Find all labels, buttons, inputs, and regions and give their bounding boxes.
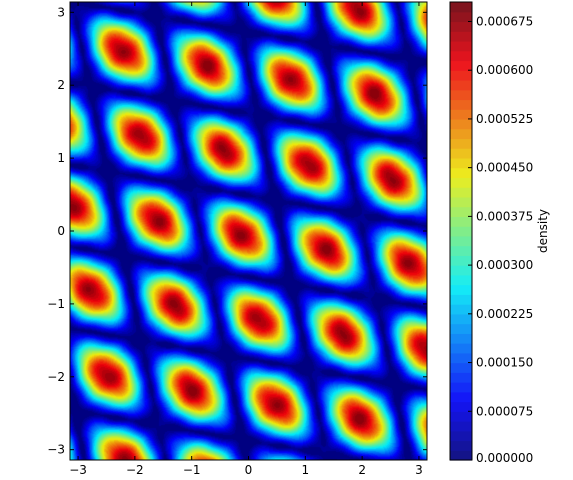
colorbar-band: [450, 138, 472, 149]
colorbar: 0.000000 0.000075 0.000150 0.000225 0.000300…: [449, 1, 550, 465]
y-tick-label: 3: [57, 5, 65, 19]
y-axis: −3 −2 −1 0 1 2 3: [47, 5, 427, 457]
colorbar-band: [450, 304, 472, 315]
colorbar-band: [450, 99, 472, 110]
heatmap-plot-area: −3 −2 −1 0 1 2 3 −3 −2 −1 0 1 2 3: [47, 1, 428, 477]
colorbar-band: [450, 70, 472, 81]
colorbar-band: [450, 411, 472, 422]
x-tick-label: 1: [301, 463, 309, 477]
colorbar-band: [450, 50, 472, 62]
colorbar-band: [450, 206, 472, 217]
colorbar-band: [450, 343, 472, 354]
colorbar-band: [450, 79, 472, 91]
colorbar-tick-label: 0.000450: [476, 161, 533, 175]
colorbar-band: [450, 177, 472, 188]
colorbar-band: [450, 313, 472, 325]
colorbar-band: [450, 187, 472, 198]
colorbar-label: density: [536, 209, 550, 253]
colorbar-tick-label: 0.000375: [476, 209, 533, 223]
colorbar-band: [450, 21, 472, 32]
colorbar-band: [450, 265, 472, 276]
colorbar-band: [450, 196, 472, 208]
colorbar-tick-label: 0.000600: [476, 63, 533, 77]
y-tick-label: 1: [57, 151, 65, 165]
y-tick-label: −2: [47, 370, 65, 384]
x-tick-label: −2: [126, 463, 144, 477]
colorbar-band: [450, 450, 472, 461]
colorbar-band: [450, 255, 472, 266]
colorbar-band: [450, 430, 472, 442]
colorbar-band: [450, 128, 472, 140]
colorbar-band: [450, 11, 472, 23]
x-tick-label: 3: [415, 463, 423, 477]
x-tick-label: −3: [69, 463, 87, 477]
colorbar-band: [450, 148, 472, 159]
colorbar-band: [450, 167, 472, 179]
colorbar-band: [450, 245, 472, 256]
colorbar-band: [450, 31, 472, 42]
colorbar-ticks: 0.000000 0.000075 0.000150 0.000225 0.000300…: [468, 14, 533, 465]
colorbar-tick-label: 0.000075: [476, 404, 533, 418]
y-tick-label: 0: [57, 224, 65, 238]
colorbar-band: [450, 157, 472, 169]
colorbar-tick-label: 0.000225: [476, 307, 533, 321]
colorbar-tick-label: 0.000150: [476, 356, 533, 370]
colorbar-band: [450, 352, 472, 364]
colorbar-band: [450, 40, 472, 52]
colorbar-band: [450, 391, 472, 403]
colorbar-band: [450, 118, 472, 130]
colorbar-band: [450, 323, 472, 334]
x-tick-label: 0: [245, 463, 253, 477]
x-axis: −3 −2 −1 0 1 2 3: [69, 2, 423, 477]
x-tick-label: −1: [183, 463, 201, 477]
colorbar-tick-label: 0.000525: [476, 112, 533, 126]
colorbar-band: [450, 274, 472, 286]
colorbar-bands: [450, 2, 472, 461]
colorbar-band: [450, 226, 472, 237]
colorbar-band: [450, 333, 472, 344]
colorbar-band: [450, 372, 472, 383]
colorbar-band: [450, 421, 472, 432]
colorbar-band: [450, 2, 472, 13]
colorbar-band: [450, 294, 472, 305]
density-heatmap: [70, 2, 427, 460]
colorbar-frame: [449, 1, 473, 461]
colorbar-band: [450, 382, 472, 393]
y-tick-label: 2: [57, 78, 65, 92]
colorbar-band: [450, 362, 472, 373]
colorbar-band: [450, 284, 472, 295]
colorbar-band: [450, 109, 472, 120]
colorbar-band: [450, 60, 472, 71]
y-tick-label: −1: [47, 297, 65, 311]
colorbar-band: [450, 89, 472, 101]
colorbar-band: [450, 440, 472, 451]
colorbar-band: [450, 216, 472, 227]
colorbar-tick-label: 0.000300: [476, 258, 533, 272]
x-tick-label: 2: [358, 463, 366, 477]
colorbar-band: [450, 235, 472, 247]
y-tick-label: −3: [47, 443, 65, 457]
colorbar-band: [450, 401, 472, 412]
colorbar-tick-label: 0.000000: [476, 451, 533, 465]
colorbar-tick-label: 0.000675: [476, 14, 533, 28]
